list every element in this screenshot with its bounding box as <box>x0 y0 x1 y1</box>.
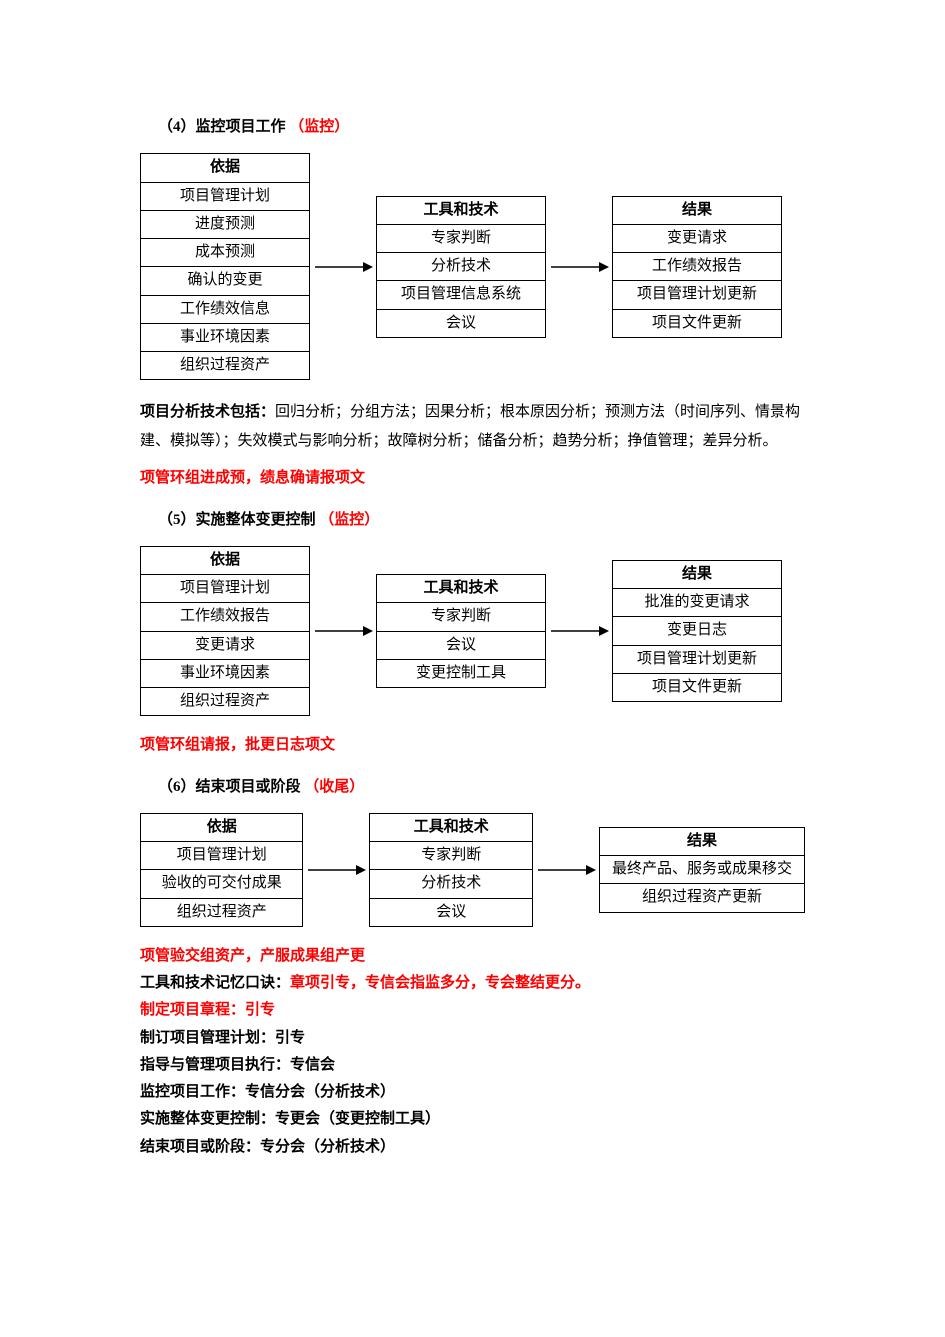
s5-right-row: 项目管理计划更新 <box>613 646 781 674</box>
section-6-heading: （6）结束项目或阶段 （收尾） <box>158 776 805 799</box>
s4-paragraph: 项目分析技术包括：回归分析；分组方法；因果分析；根本原因分析；预测方法（时间序列… <box>140 398 805 455</box>
arrow-icon <box>303 862 369 878</box>
footer-line1: 项管验交组资产，产服成果组产更 <box>140 948 365 964</box>
s6-left-box: 依据 项目管理计划 验收的可交付成果 组织过程资产 <box>140 813 303 927</box>
section-5-heading-prefix: （5）实施整体变更控制 <box>158 512 316 528</box>
footer-block: 项管验交组资产，产服成果组产更 工具和技术记忆口诀：章项引专，专信会指监多分，专… <box>140 945 805 1159</box>
s4-right-row: 项目管理计划更新 <box>613 281 781 309</box>
s4-para-bold: 项目分析技术包括： <box>140 404 275 420</box>
s4-mnemonic: 项管环组进成预，绩息确请报项文 <box>140 467 805 490</box>
section-6-heading-red: （收尾） <box>304 779 364 795</box>
footer-line8: 结束项目或阶段：专分会（分析技术） <box>140 1139 395 1155</box>
s6-left-row: 验收的可交付成果 <box>141 870 302 898</box>
section-5-diagram: 依据 项目管理计划 工作绩效报告 变更请求 事业环境因素 组织过程资产 工具和技… <box>140 546 805 717</box>
arrow-icon <box>546 623 612 639</box>
s6-middle-header: 工具和技术 <box>370 814 531 842</box>
s5-middle-row: 变更控制工具 <box>377 660 545 687</box>
s6-left-row: 组织过程资产 <box>141 899 302 926</box>
s4-left-row: 事业环境因素 <box>141 324 309 352</box>
s5-left-header: 依据 <box>141 547 309 575</box>
s4-middle-row: 项目管理信息系统 <box>377 281 545 309</box>
footer-line2a: 工具和技术记忆口诀： <box>140 975 290 991</box>
s4-left-row: 进度预测 <box>141 211 309 239</box>
s4-middle-row: 分析技术 <box>377 253 545 281</box>
s6-left-row: 项目管理计划 <box>141 842 302 870</box>
section-6-heading-prefix: （6）结束项目或阶段 <box>158 779 301 795</box>
s4-right-box: 结果 变更请求 工作绩效报告 项目管理计划更新 项目文件更新 <box>612 196 782 338</box>
s5-mnemonic: 项管环组请报，批更日志项文 <box>140 734 805 757</box>
s6-right-row: 最终产品、服务或成果移交 <box>600 856 804 884</box>
section-5-heading: （5）实施整体变更控制 （监控） <box>158 509 805 532</box>
s4-right-row: 工作绩效报告 <box>613 253 781 281</box>
section-4-heading-red: （监控） <box>289 119 349 135</box>
s4-left-row: 工作绩效信息 <box>141 296 309 324</box>
s5-right-header: 结果 <box>613 561 781 589</box>
arrow-icon <box>546 259 612 275</box>
s6-left-header: 依据 <box>141 814 302 842</box>
s4-right-header: 结果 <box>613 197 781 225</box>
s5-left-row: 事业环境因素 <box>141 660 309 688</box>
s5-middle-header: 工具和技术 <box>377 575 545 603</box>
s4-middle-box: 工具和技术 专家判断 分析技术 项目管理信息系统 会议 <box>376 196 546 338</box>
s4-left-row: 项目管理计划 <box>141 183 309 211</box>
s6-right-row: 组织过程资产更新 <box>600 884 804 911</box>
s5-right-row: 变更日志 <box>613 617 781 645</box>
s4-left-row: 确认的变更 <box>141 267 309 295</box>
s5-middle-row: 专家判断 <box>377 603 545 631</box>
s5-left-row: 变更请求 <box>141 632 309 660</box>
s5-left-row: 项目管理计划 <box>141 575 309 603</box>
s5-left-row: 组织过程资产 <box>141 688 309 715</box>
s4-right-row: 变更请求 <box>613 225 781 253</box>
s5-right-box: 结果 批准的变更请求 变更日志 项目管理计划更新 项目文件更新 <box>612 560 782 702</box>
s4-right-row: 项目文件更新 <box>613 310 781 337</box>
section-5-heading-red: （监控） <box>319 512 379 528</box>
footer-line4: 制订项目管理计划：引专 <box>140 1030 305 1046</box>
s4-left-header: 依据 <box>141 154 309 182</box>
section-4-heading-prefix: （4）监控项目工作 <box>158 119 286 135</box>
footer-line5: 指导与管理项目执行：专信会 <box>140 1057 335 1073</box>
s4-middle-row: 专家判断 <box>377 225 545 253</box>
s5-left-box: 依据 项目管理计划 工作绩效报告 变更请求 事业环境因素 组织过程资产 <box>140 546 310 717</box>
section-6-diagram: 依据 项目管理计划 验收的可交付成果 组织过程资产 工具和技术 专家判断 分析技… <box>140 813 805 927</box>
s6-middle-row: 分析技术 <box>370 870 531 898</box>
footer-line3: 制定项目章程：引专 <box>140 1002 275 1018</box>
s6-middle-box: 工具和技术 专家判断 分析技术 会议 <box>369 813 532 927</box>
s6-right-box: 结果 最终产品、服务或成果移交 组织过程资产更新 <box>599 827 805 913</box>
s5-middle-row: 会议 <box>377 632 545 660</box>
s5-right-row: 项目文件更新 <box>613 674 781 701</box>
s4-left-box: 依据 项目管理计划 进度预测 成本预测 确认的变更 工作绩效信息 事业环境因素 … <box>140 153 310 380</box>
s5-middle-box: 工具和技术 专家判断 会议 变更控制工具 <box>376 574 546 688</box>
footer-line6: 监控项目工作：专信分会（分析技术） <box>140 1084 395 1100</box>
s6-middle-row: 会议 <box>370 899 531 926</box>
s5-left-row: 工作绩效报告 <box>141 603 309 631</box>
arrow-icon <box>310 623 376 639</box>
s4-middle-row: 会议 <box>377 310 545 337</box>
s4-left-row: 成本预测 <box>141 239 309 267</box>
footer-line2b: 章项引专，专信会指监多分，专会整结更分。 <box>290 975 590 991</box>
s4-middle-header: 工具和技术 <box>377 197 545 225</box>
s6-right-header: 结果 <box>600 828 804 856</box>
s5-right-row: 批准的变更请求 <box>613 589 781 617</box>
section-4-heading: （4）监控项目工作 （监控） <box>158 116 805 139</box>
arrow-icon <box>310 259 376 275</box>
s6-middle-row: 专家判断 <box>370 842 531 870</box>
section-4-diagram: 依据 项目管理计划 进度预测 成本预测 确认的变更 工作绩效信息 事业环境因素 … <box>140 153 805 380</box>
s4-left-row: 组织过程资产 <box>141 352 309 379</box>
footer-line7: 实施整体变更控制：专更会（变更控制工具） <box>140 1111 440 1127</box>
arrow-icon <box>533 862 599 878</box>
